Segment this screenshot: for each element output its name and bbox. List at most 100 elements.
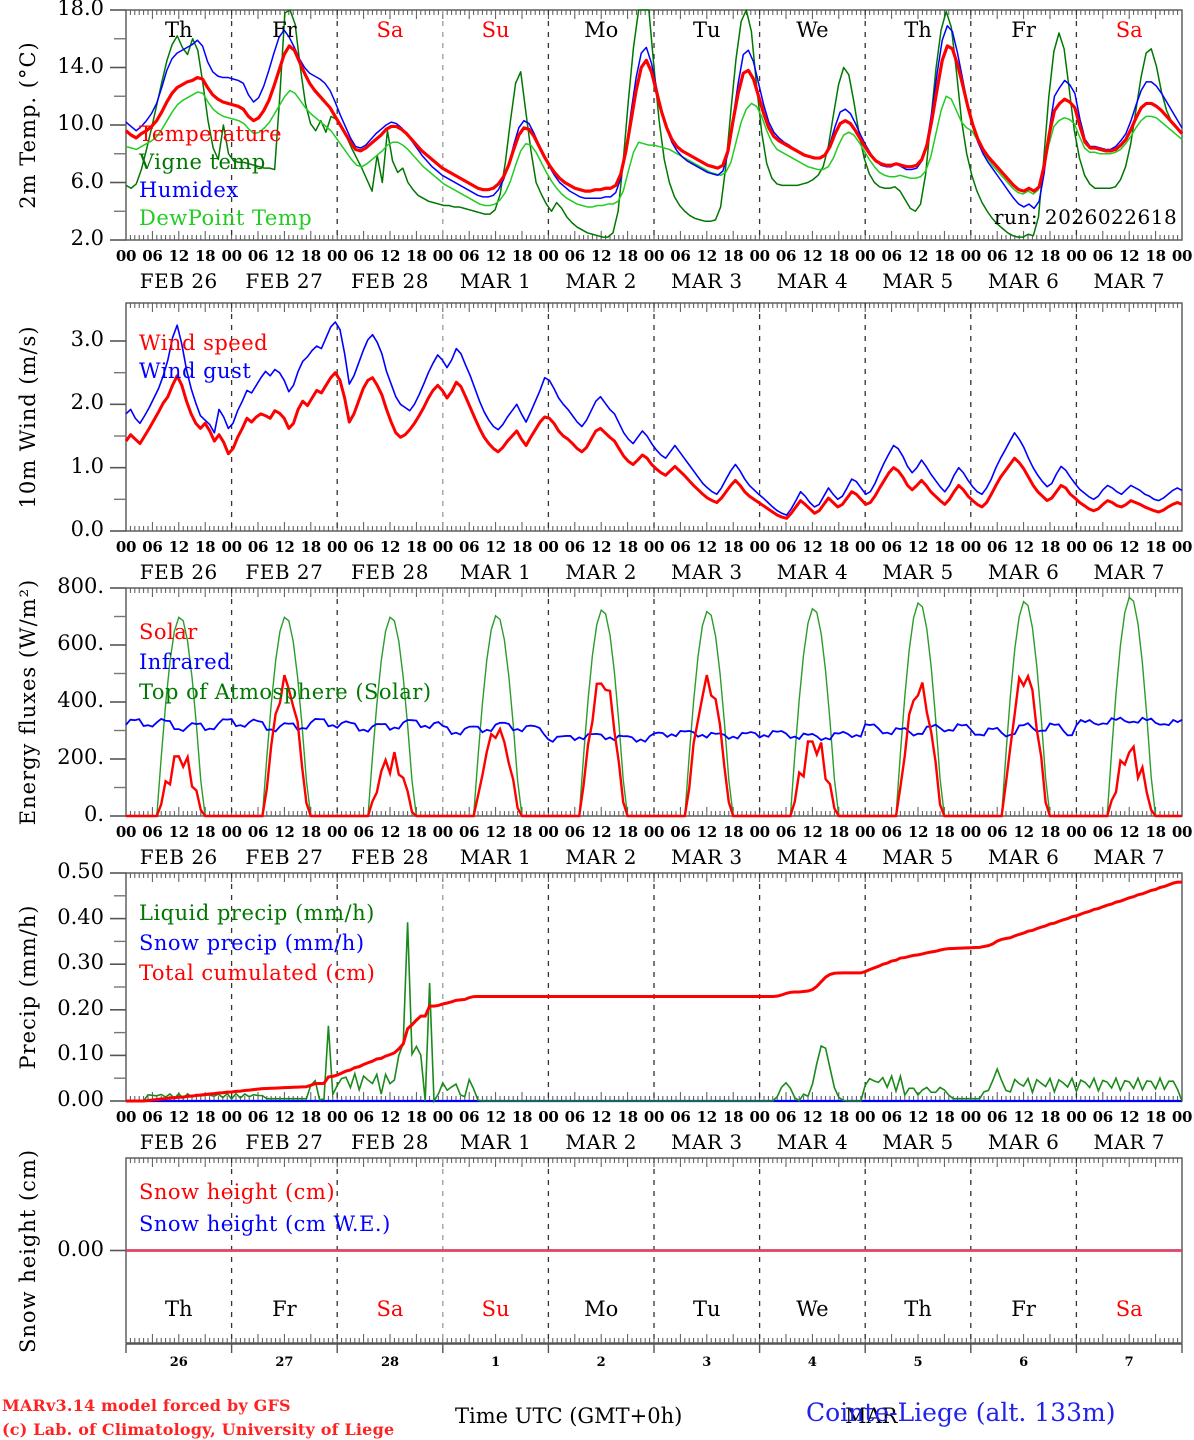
hour-label: 06 <box>670 247 691 265</box>
date-label: MAR 3 <box>671 269 743 293</box>
series-top-of-atmosphere <box>126 596 1182 817</box>
wind-legend-0: Wind speed <box>139 331 269 355</box>
date-label: MAR 2 <box>565 560 637 584</box>
series-vigne-temp <box>125 9 1183 238</box>
date-label: FEB 27 <box>245 845 324 869</box>
hour-label: 06 <box>247 823 269 841</box>
hour-label: 12 <box>802 823 823 841</box>
hour-label: 06 <box>987 823 1008 841</box>
date-label: FEB 28 <box>351 845 429 869</box>
hour-label: 18 <box>300 247 322 265</box>
hour-label: 00 <box>538 247 559 265</box>
date-label: MAR 2 <box>565 269 637 293</box>
energy-ytick-4: 800. <box>57 574 104 598</box>
hour-label: 12 <box>274 247 295 265</box>
hour-label: 00 <box>1066 538 1087 556</box>
hour-label: 12 <box>485 247 506 265</box>
hour-label: 18 <box>723 538 744 556</box>
hour-label: 06 <box>881 538 902 556</box>
weekday-label-bottom: Tu <box>693 1297 721 1321</box>
hour-label: 18 <box>1039 538 1061 556</box>
hour-label: 12 <box>274 823 295 841</box>
hour-label: 00 <box>1066 247 1087 265</box>
hour-label: 12 <box>907 538 929 556</box>
date-label: MAR 4 <box>776 845 849 869</box>
weekday-label-bottom: We <box>796 1297 829 1321</box>
hour-label: 18 <box>723 247 744 265</box>
hour-label: 12 <box>1013 247 1034 265</box>
hour-label: 00 <box>855 823 876 841</box>
hour-label-end: 00 <box>1171 538 1193 556</box>
hour-label: 18 <box>511 247 533 265</box>
hour-label: 06 <box>775 1108 797 1126</box>
hour-label: 00 <box>538 823 559 841</box>
date-label: FEB 28 <box>351 1130 429 1154</box>
hour-label: 12 <box>591 823 612 841</box>
temperature-legend-1: Vigne temp <box>139 150 266 174</box>
series-dewpoint-temp <box>125 89 1183 208</box>
precip-ytick-3: 0.30 <box>57 950 104 975</box>
hour-label: 18 <box>300 538 322 556</box>
precip-ytick-5: 0.50 <box>57 859 104 883</box>
hour-label: 06 <box>775 538 797 556</box>
hour-label: 12 <box>379 823 401 841</box>
energy-legend-0: Solar <box>139 620 198 644</box>
run-label: run: 2026022618 <box>994 205 1178 229</box>
weekday-label-bottom: Mo <box>584 1297 619 1321</box>
hour-label: 18 <box>406 823 427 841</box>
date-label: FEB 27 <box>245 269 324 293</box>
hour-label: 00 <box>749 1108 770 1126</box>
hour-label: 06 <box>987 538 1008 556</box>
hour-label: 12 <box>168 538 190 556</box>
hour-label: 00 <box>221 247 242 265</box>
wind-ytick-3: 3.0 <box>70 327 104 351</box>
day-number-label: 3 <box>702 1355 712 1370</box>
day-number-label: 1 <box>491 1355 501 1370</box>
hour-label: 00 <box>538 1108 559 1126</box>
day-number-label: 7 <box>1124 1355 1134 1370</box>
hour-label: 12 <box>274 538 295 556</box>
weekday-label-bottom: Th <box>904 1297 932 1321</box>
hour-label: 06 <box>459 538 480 556</box>
hour-label: 12 <box>696 247 718 265</box>
hour-label: 06 <box>775 247 797 265</box>
hour-label: 18 <box>195 538 216 556</box>
day-number-label: 28 <box>380 1355 400 1370</box>
hour-label: 12 <box>1119 1108 1140 1126</box>
weekday-label-bottom: Su <box>481 1297 510 1321</box>
hour-label: 12 <box>168 823 190 841</box>
precip-ytick-4: 0.40 <box>57 904 104 929</box>
hour-label: 18 <box>723 1108 744 1126</box>
date-label: FEB 28 <box>351 269 429 293</box>
hour-label: 18 <box>1145 538 1166 556</box>
hour-label: 00 <box>855 538 876 556</box>
hour-label: 00 <box>327 538 348 556</box>
hour-label: 06 <box>142 538 163 556</box>
day-number-label: 6 <box>1019 1355 1029 1370</box>
date-label: FEB 26 <box>139 1130 218 1154</box>
hour-label: 06 <box>987 1108 1008 1126</box>
precip-legend-0: Liquid precip (mm/h) <box>139 901 375 925</box>
hour-label: 12 <box>168 247 190 265</box>
day-number-label: 5 <box>913 1355 923 1370</box>
hour-label: 12 <box>802 1108 823 1126</box>
hour-label: 12 <box>485 1108 506 1126</box>
hour-label-end: 00 <box>1171 1108 1193 1126</box>
hour-label: 18 <box>406 1108 427 1126</box>
weekday-label-bottom: Fr <box>1011 1297 1036 1321</box>
hour-label: 06 <box>987 247 1008 265</box>
hour-label: 18 <box>828 538 850 556</box>
hour-label: 18 <box>1145 247 1166 265</box>
hour-label: 18 <box>1039 823 1061 841</box>
weekday-label-top: Fr <box>272 18 297 42</box>
hour-label: 12 <box>1013 823 1034 841</box>
hour-label: 12 <box>1013 538 1034 556</box>
date-label: MAR 5 <box>882 560 954 584</box>
date-label: FEB 28 <box>351 560 429 584</box>
date-label: MAR 6 <box>987 1130 1060 1154</box>
date-label: FEB 26 <box>139 269 218 293</box>
date-label: MAR 6 <box>987 845 1060 869</box>
hour-label: 12 <box>168 1108 190 1126</box>
weekday-label-top: Th <box>904 18 932 42</box>
weekday-label-top: Su <box>481 18 510 42</box>
